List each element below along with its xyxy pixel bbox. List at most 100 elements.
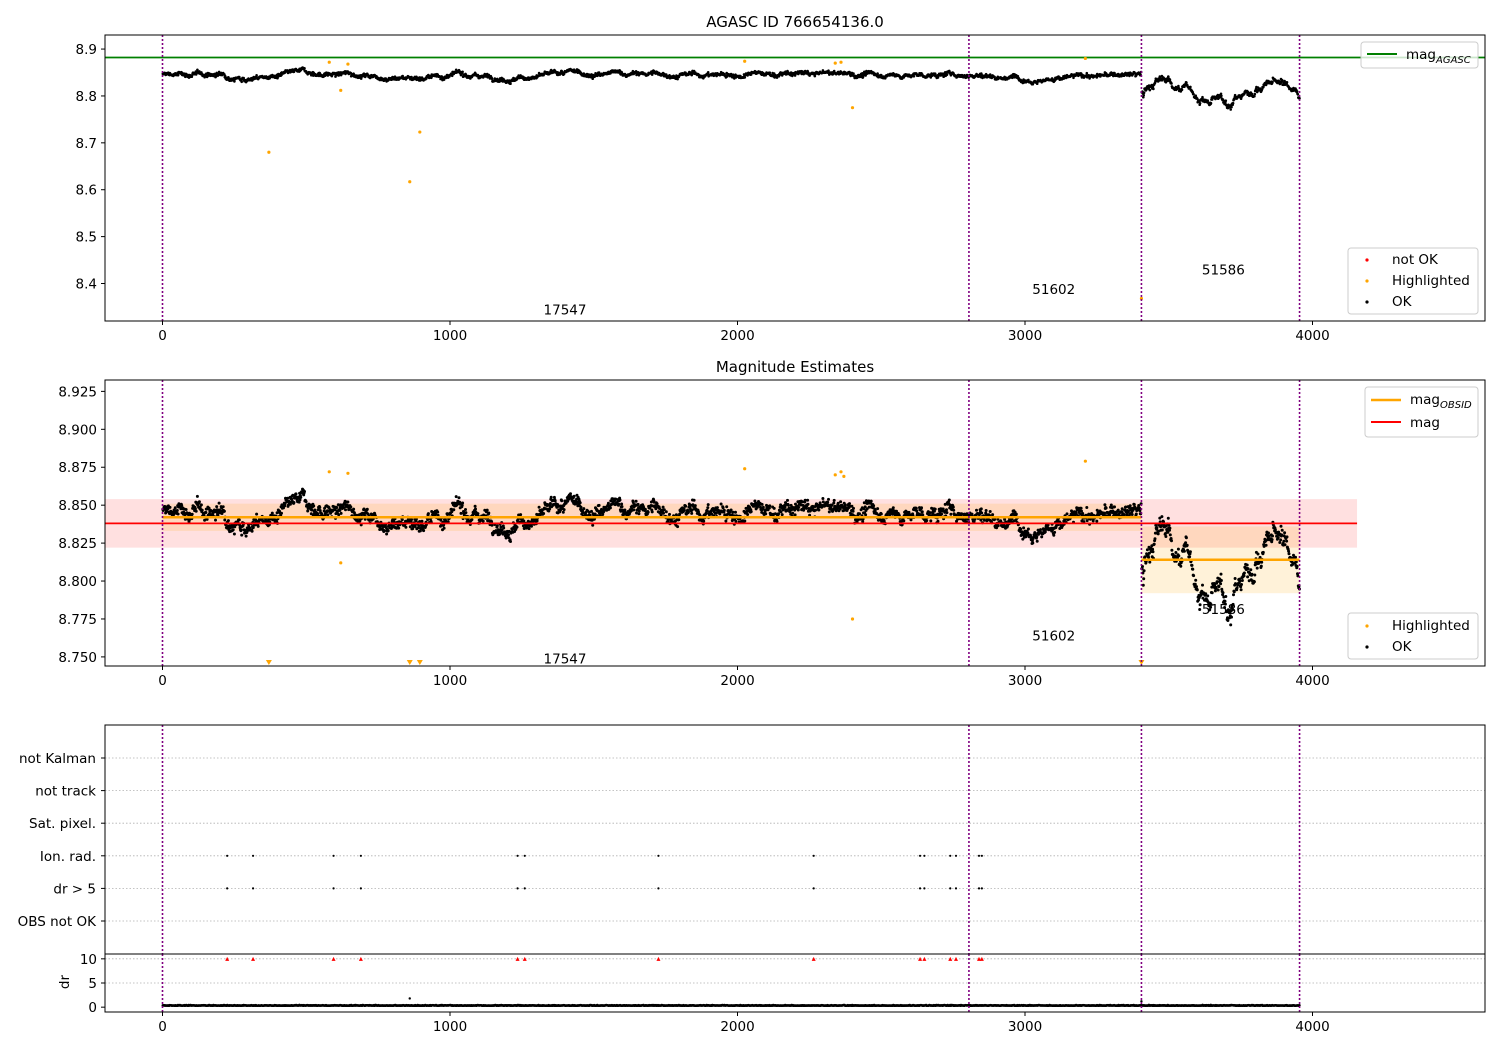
ok-point	[715, 506, 719, 510]
ok-point	[1224, 101, 1227, 105]
ok-point	[180, 504, 184, 507]
ok-point	[240, 80, 243, 84]
ok-point	[383, 529, 387, 533]
ok-point	[979, 518, 983, 522]
ok-point	[772, 506, 776, 510]
ok-point	[862, 501, 866, 505]
ok-point	[760, 502, 764, 506]
ok-point	[400, 518, 404, 522]
ok-point	[401, 74, 405, 78]
ok-point	[342, 506, 345, 510]
ok-point	[719, 502, 723, 506]
ok-point	[867, 505, 871, 509]
ok-point	[316, 512, 320, 516]
ok-point	[184, 508, 188, 511]
highlighted-point	[839, 60, 843, 64]
highlighted-point	[327, 60, 331, 64]
ok-point	[706, 71, 710, 74]
ok-point	[777, 512, 781, 516]
ok-point	[1185, 81, 1188, 84]
ok-point	[734, 510, 737, 514]
ok-point	[338, 509, 342, 512]
ok-point	[385, 532, 389, 536]
ok-point	[1148, 88, 1152, 92]
ok-point	[902, 519, 906, 523]
legend-mag-agasc: magAGASC	[1360, 41, 1479, 69]
ok-point	[606, 501, 610, 505]
ok-point	[404, 525, 408, 529]
ok-point	[1220, 94, 1223, 98]
ok-point	[461, 70, 464, 74]
ok-point	[233, 80, 236, 83]
ok-point	[581, 511, 585, 515]
ok-point	[945, 511, 949, 515]
ok-point	[869, 499, 873, 503]
ok-point	[1011, 76, 1014, 80]
ok-point	[650, 510, 654, 514]
ok-point	[830, 503, 834, 507]
ok-point	[560, 499, 564, 503]
ok-point	[1168, 78, 1172, 81]
ok-point	[891, 506, 895, 510]
ok-point	[933, 507, 937, 511]
ok-point	[579, 505, 583, 509]
ok-point	[223, 518, 227, 522]
ok-point	[952, 508, 956, 512]
ok-point	[1285, 81, 1289, 84]
ok-point	[678, 512, 682, 516]
ok-point	[827, 510, 831, 514]
ok-point	[768, 71, 772, 74]
ok-point	[786, 503, 790, 507]
ok-point	[658, 507, 661, 510]
highlighted-point	[267, 150, 271, 154]
ok-point	[442, 526, 446, 530]
ok-point	[634, 499, 638, 503]
legend-dot-highlighted	[1365, 279, 1369, 283]
ok-point	[674, 519, 678, 523]
ok-point	[312, 504, 316, 508]
ok-point	[408, 525, 412, 529]
ok-point	[725, 505, 729, 509]
ok-point	[863, 505, 867, 509]
ok-point	[173, 506, 177, 510]
ok-point	[1192, 93, 1195, 96]
ok-point	[764, 512, 768, 516]
ok-point	[397, 526, 401, 530]
ok-point	[597, 503, 601, 507]
ok-point	[459, 511, 463, 515]
ok-point	[635, 511, 638, 515]
ok-point	[743, 519, 747, 523]
ok-point	[793, 513, 797, 517]
ok-point	[299, 495, 303, 499]
ok-point	[794, 502, 797, 506]
ok-point	[303, 67, 306, 70]
ok-point	[333, 508, 337, 512]
ok-point	[521, 524, 525, 528]
ok-point	[972, 520, 976, 523]
ok-point	[498, 532, 502, 536]
ok-point	[706, 506, 710, 510]
ok-point	[692, 498, 696, 502]
ok-point	[175, 509, 179, 512]
ok-point	[286, 496, 290, 500]
ok-point	[907, 510, 911, 514]
ok-point	[352, 507, 356, 511]
ok-point	[221, 505, 225, 509]
ok-point	[743, 76, 747, 79]
ok-point	[618, 498, 622, 502]
ok-point	[804, 506, 808, 510]
ok-point	[731, 510, 735, 514]
y-tick-label: 8.7	[76, 136, 97, 152]
ok-point	[734, 519, 738, 523]
ok-point	[242, 76, 245, 80]
ok-point	[666, 519, 670, 523]
legend-dot-not-ok	[1365, 258, 1369, 262]
ok-point	[936, 519, 940, 523]
ok-point	[601, 513, 605, 516]
ok-point	[304, 500, 308, 504]
ok-point	[928, 511, 932, 515]
ok-point	[988, 510, 992, 513]
ok-point	[876, 507, 880, 511]
ok-point	[832, 501, 836, 505]
